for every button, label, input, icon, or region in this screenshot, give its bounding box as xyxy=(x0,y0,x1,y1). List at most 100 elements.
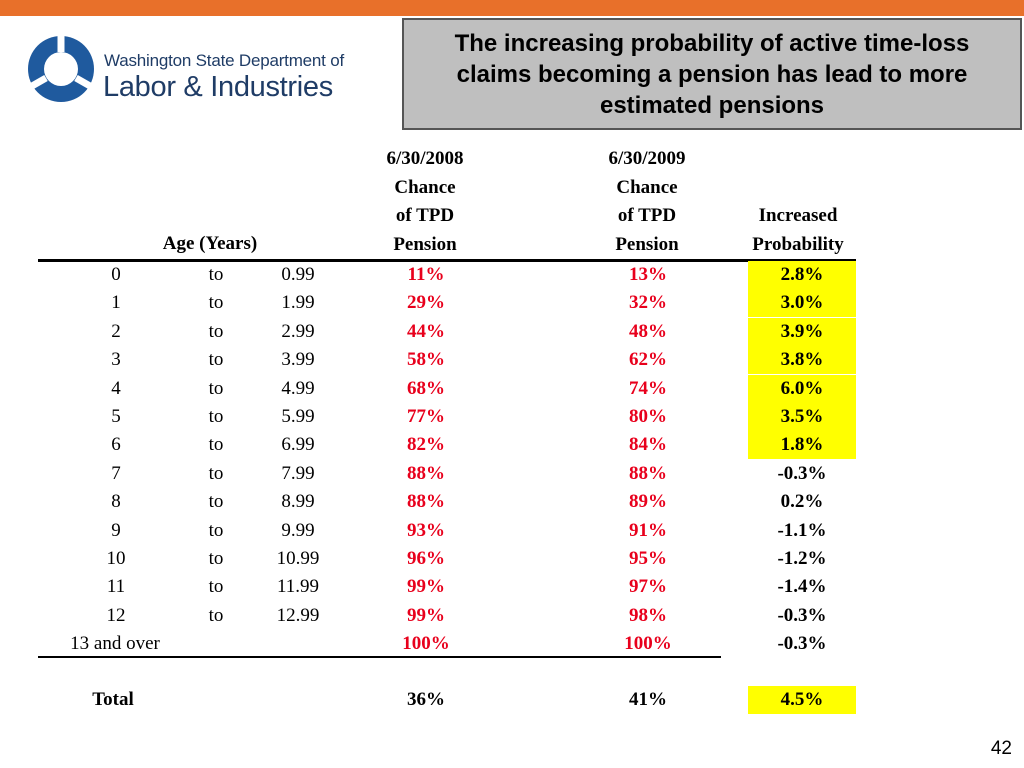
increase-value: -0.3% xyxy=(777,633,827,655)
increase-value: 2.8% xyxy=(748,261,856,289)
age-to: to xyxy=(208,264,224,285)
increase-value: 6.0% xyxy=(748,374,856,403)
age-from: 9 xyxy=(111,519,121,541)
age-last: 13 and over xyxy=(70,633,160,655)
pension-2008: 93% xyxy=(407,519,445,541)
pension-2008: 88% xyxy=(407,491,445,513)
header-2009-line1: 6/30/2009 xyxy=(608,148,686,169)
pension-2008: 99% xyxy=(407,604,445,626)
increase-value: -1.1% xyxy=(777,519,827,541)
header-2008-line4: Pension xyxy=(393,233,457,255)
increase-value: 0.2% xyxy=(780,491,824,513)
pension-2008: 77% xyxy=(407,406,445,427)
pension-2009: 91% xyxy=(629,519,667,541)
pension-2009: 80% xyxy=(629,406,667,427)
age-from: 12 xyxy=(106,604,126,626)
header-age: Age (Years) xyxy=(162,233,258,254)
top-accent-bar xyxy=(0,0,1024,16)
pension-2009: 13% xyxy=(629,264,667,285)
pension-2009: 100% xyxy=(624,633,672,655)
increase-value: 3.0% xyxy=(748,289,856,318)
increase-value: -1.2% xyxy=(777,548,827,569)
pension-2009: 98% xyxy=(629,604,667,626)
increase-value: 3.5% xyxy=(748,403,856,431)
pension-2008: 96% xyxy=(407,548,445,569)
age-to: to xyxy=(208,576,224,598)
pension-2009: 88% xyxy=(629,462,667,484)
age-upto: 7.99 xyxy=(281,462,315,484)
lni-logo: Washington State Department of Labor & I… xyxy=(26,34,366,106)
increase-value: -0.3% xyxy=(777,604,827,626)
pension-2008: 58% xyxy=(407,349,445,371)
age-from: 7 xyxy=(111,462,121,484)
header-2008: 6/30/2008 Chance of TPD Pension xyxy=(350,145,500,259)
pension-2008: 29% xyxy=(407,292,445,314)
age-to: to xyxy=(208,462,224,484)
age-to: to xyxy=(208,377,224,399)
age-to: to xyxy=(208,548,224,569)
total-2008: 36% xyxy=(407,689,445,710)
age-upto: 11.99 xyxy=(276,576,320,598)
pension-2009: 95% xyxy=(629,548,667,569)
age-to: to xyxy=(208,349,224,371)
age-upto: 10.99 xyxy=(276,548,320,569)
pension-2009: 48% xyxy=(629,320,667,342)
slide-title: The increasing probability of active tim… xyxy=(454,29,970,119)
age-upto: 12.99 xyxy=(276,604,320,626)
age-upto: 2.99 xyxy=(281,320,315,342)
age-upto: 9.99 xyxy=(281,519,315,541)
age-upto: 6.99 xyxy=(281,434,315,456)
header-rule xyxy=(38,259,856,262)
pension-2009: 89% xyxy=(629,491,667,513)
lni-logo-icon xyxy=(28,36,94,102)
pension-2008: 100% xyxy=(402,633,450,655)
age-upto: 4.99 xyxy=(281,377,315,399)
age-to: to xyxy=(208,491,224,513)
header-2009: 6/30/2009 Chance of TPD Pension xyxy=(572,145,722,259)
increase-value: -0.3% xyxy=(777,462,827,484)
pension-2008: 44% xyxy=(407,320,445,342)
age-from: 4 xyxy=(111,377,121,399)
header-2008-line2: Chance xyxy=(394,176,456,198)
pension-2008: 88% xyxy=(407,462,445,484)
header-increase-line1: Increased xyxy=(758,205,838,226)
pension-2008: 68% xyxy=(407,377,445,399)
age-to: to xyxy=(208,434,224,456)
age-from: 8 xyxy=(111,491,121,513)
increase-value: 3.8% xyxy=(748,346,856,375)
age-to: to xyxy=(208,519,224,541)
title-box: The increasing probability of active tim… xyxy=(402,18,1022,130)
age-from: 3 xyxy=(111,349,121,371)
age-to: to xyxy=(208,604,224,626)
header-increase: Increased Probability xyxy=(730,202,866,259)
age-from: 6 xyxy=(111,434,121,456)
age-from: 0 xyxy=(111,264,121,285)
header-2009-line3: of TPD xyxy=(617,205,677,226)
pension-2009: 32% xyxy=(629,292,667,314)
logo-department-text: Washington State Department of xyxy=(104,51,345,70)
age-from: 1 xyxy=(111,292,121,314)
page-number: 42 xyxy=(990,738,1012,759)
increase-value: 1.8% xyxy=(748,431,856,460)
age-upto: 5.99 xyxy=(281,406,315,427)
header-2009-line2: Chance xyxy=(616,176,678,198)
pension-2009: 62% xyxy=(629,349,667,371)
age-to: to xyxy=(208,406,224,427)
total-2009: 41% xyxy=(629,689,667,710)
pension-2009: 74% xyxy=(629,377,667,399)
age-to: to xyxy=(208,320,224,342)
age-upto: 0.99 xyxy=(281,264,315,285)
header-2008-line1: 6/30/2008 xyxy=(386,148,464,169)
pension-2009: 84% xyxy=(629,434,667,456)
pension-2009: 97% xyxy=(629,576,667,598)
age-from: 10 xyxy=(106,548,126,569)
age-from: 11 xyxy=(106,576,126,598)
total-label: Total xyxy=(92,689,134,710)
pension-2008: 99% xyxy=(407,576,445,598)
increase-value: -1.4% xyxy=(777,576,827,598)
header-2009-line4: Pension xyxy=(615,233,679,255)
pension-2008: 82% xyxy=(407,434,445,456)
total-increase: 4.5% xyxy=(748,686,856,714)
increase-value: 3.9% xyxy=(748,317,856,346)
age-upto: 8.99 xyxy=(281,491,315,513)
